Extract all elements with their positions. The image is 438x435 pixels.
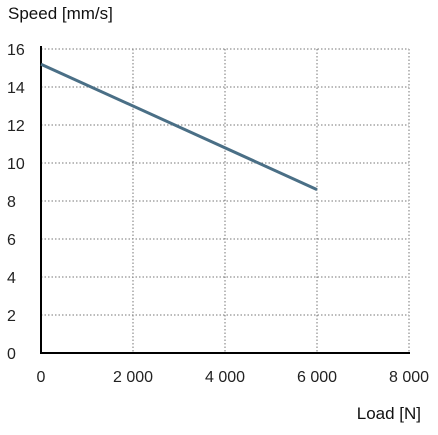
x-axis-label: Load [N]	[356, 404, 421, 423]
y-axis-label: Speed [mm/s]	[8, 4, 113, 23]
tick-labels: 0 2 4 6 8 10 12 14 16 0 2 000 4 000 6 000 8 000	[7, 42, 429, 386]
y-tick-label: 16	[7, 42, 25, 59]
series-line	[40, 62, 318, 191]
y-tick-label: 2	[7, 308, 16, 325]
grid-lines	[41, 48, 410, 353]
x-tick-label: 0	[37, 369, 46, 386]
y-tick-label: 4	[7, 270, 16, 287]
x-tick-label: 8 000	[389, 369, 429, 386]
axes	[40, 46, 410, 354]
y-tick-label: 12	[7, 118, 25, 135]
y-tick-label: 10	[7, 156, 25, 173]
y-tick-label: 8	[7, 194, 16, 211]
y-tick-label: 6	[7, 232, 16, 249]
series-layer	[40, 62, 318, 191]
y-tick-label: 14	[7, 80, 25, 97]
x-tick-label: 4 000	[205, 369, 245, 386]
x-tick-label: 6 000	[297, 369, 337, 386]
x-tick-label: 2 000	[113, 369, 153, 386]
y-tick-label: 0	[7, 346, 16, 363]
